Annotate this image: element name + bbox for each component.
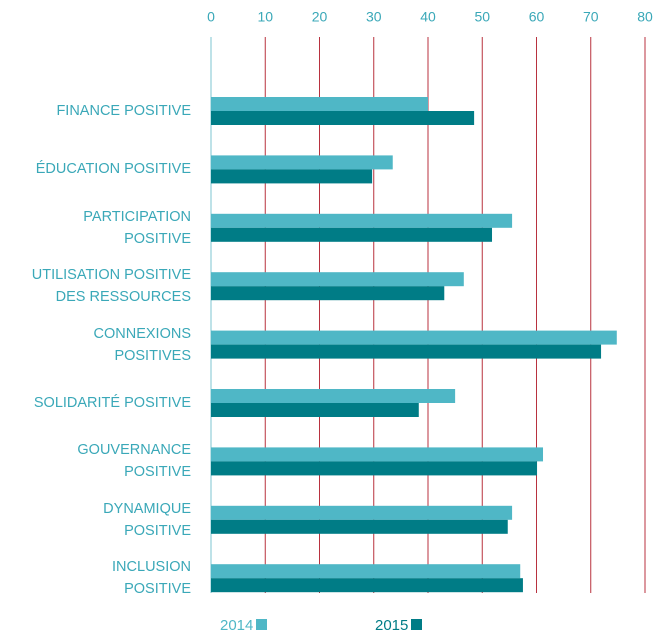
category-label: INCLUSION POSITIVE (112, 559, 191, 598)
bar (211, 111, 475, 125)
legend-label: 2015 (375, 617, 409, 632)
legend-label: 2014 (220, 617, 254, 632)
category-label: GOUVERNANCE POSITIVE (77, 442, 191, 481)
category-label: ÉDUCATION POSITIVE (35, 161, 191, 178)
bar (211, 286, 445, 301)
bar (211, 227, 493, 242)
x-tick-label: 30 (366, 9, 382, 25)
bar (211, 447, 544, 462)
x-tick-label: 40 (420, 9, 436, 25)
legend-swatch (256, 619, 268, 630)
bar (211, 97, 428, 111)
x-tick-label: 10 (257, 9, 273, 25)
bar (211, 564, 521, 579)
x-tick-label: 50 (474, 9, 490, 25)
category-label: CONNEXIONS POSITIVES (93, 325, 192, 364)
bar (211, 344, 602, 359)
bar (211, 213, 513, 228)
bar (211, 519, 508, 534)
bar (211, 330, 617, 345)
legend-item: 2014 (220, 617, 268, 632)
bar (211, 578, 523, 593)
legend-item: 2015 (375, 617, 423, 632)
x-tick-label: 80 (637, 9, 653, 25)
bar (211, 272, 464, 287)
category-label: FINANCE POSITIVE (56, 103, 191, 119)
bar (211, 169, 373, 184)
bar (211, 403, 419, 417)
category-label: SOLIDARITÉ POSITIVE (33, 395, 191, 411)
category-label: UTILISATION POSITIVE DES RESSOURCES (31, 267, 191, 306)
bar (211, 461, 538, 476)
legend-swatch (411, 619, 423, 630)
x-tick-label: 60 (529, 9, 545, 25)
x-tick-label: 0 (207, 9, 215, 25)
category-label: DYNAMIQUE POSITIVE (103, 500, 191, 539)
bar (211, 505, 513, 520)
bar (211, 155, 393, 170)
x-tick-label: 20 (312, 9, 328, 25)
x-tick-label: 70 (583, 9, 599, 25)
bar (211, 389, 456, 403)
category-label: PARTICIPATION POSITIVE (83, 208, 191, 247)
